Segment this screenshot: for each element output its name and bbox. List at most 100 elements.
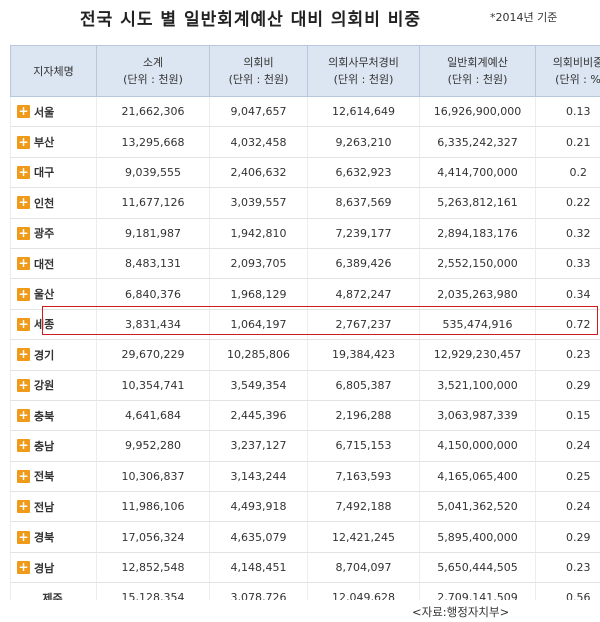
ratio-cell: 0.34 (535, 278, 600, 310)
region-cell[interactable]: + 광주 (10, 218, 97, 249)
subtotal-cell: 10,354,741 (96, 370, 210, 401)
header-unit: (단위 : % (555, 73, 600, 86)
table-row: + 부산 13,295,668 4,032,458 9,263,210 6,335,242… (10, 126, 600, 158)
council-cell: 4,148,451 (209, 552, 308, 584)
region-name: 전남 (34, 500, 55, 514)
ratio-cell: 0.2 (535, 157, 600, 189)
subtotal-cell: 9,952,280 (96, 430, 210, 462)
region-cell[interactable]: + 전북 (10, 461, 97, 493)
secretariat-cell: 7,163,593 (307, 461, 420, 493)
council-cell: 3,549,354 (209, 370, 308, 401)
table-row: + 충남 9,952,280 3,237,127 6,715,153 4,150,000,… (10, 430, 600, 462)
region-cell[interactable]: + 인천 (10, 187, 97, 219)
plus-icon[interactable]: + (17, 529, 30, 544)
subtotal-cell: 11,986,106 (96, 491, 210, 523)
region-name: 충남 (34, 439, 55, 453)
plus-icon[interactable]: + (17, 347, 30, 362)
region-cell[interactable]: + 강원 (10, 370, 97, 401)
budget-table-container: 지자체명 소계 (단위 : 천원) 의회비 (단위 : 천원) 의회사무처경비 … (10, 45, 600, 600)
region-cell[interactable]: + 대구 (10, 157, 97, 189)
council-cell: 3,237,127 (209, 430, 308, 462)
ratio-cell: 0.25 (535, 461, 600, 493)
plus-icon[interactable]: + (17, 316, 30, 331)
header-unit: (단위 : 천원) (228, 73, 289, 86)
table-row: + 충북 4,641,684 2,445,396 2,196,288 3,063,987,… (10, 400, 600, 432)
region-cell[interactable]: + 경기 (10, 339, 97, 371)
table-row: + 강원 10,354,741 3,549,354 6,805,387 3,521,100… (10, 370, 600, 401)
plus-icon[interactable]: + (17, 134, 30, 149)
plus-icon[interactable]: + (17, 468, 30, 483)
region-cell[interactable]: + 경남 (10, 552, 97, 584)
header-label: 의회비 (243, 56, 274, 69)
subtotal-cell: 17,056,324 (96, 521, 210, 553)
subtotal-cell: 6,840,376 (96, 278, 210, 310)
header-budget: 일반회계예산 (단위 : 천원) (419, 45, 536, 97)
plus-icon[interactable]: + (17, 195, 30, 210)
ratio-cell: 0.23 (535, 339, 600, 371)
secretariat-cell: 2,196,288 (307, 400, 420, 432)
header-unit: (단위 : 천원) (447, 73, 508, 86)
header-unit: (단위 : 천원) (333, 73, 394, 86)
region-name: 인천 (34, 196, 55, 210)
secretariat-cell: 19,384,423 (307, 339, 420, 371)
plus-icon[interactable]: + (17, 408, 30, 423)
region-name: 경북 (34, 531, 55, 545)
subtotal-cell: 21,662,306 (96, 96, 210, 128)
secretariat-cell: 12,049,628 (307, 582, 420, 600)
subtotal-cell: 4,641,684 (96, 400, 210, 432)
budget-cell: 5,263,812,161 (419, 187, 536, 219)
plus-icon[interactable]: + (17, 104, 30, 119)
region-name: 대구 (34, 166, 55, 180)
ratio-cell: 0.32 (535, 218, 600, 249)
budget-cell: 2,894,183,176 (419, 218, 536, 249)
plus-icon[interactable]: + (17, 225, 30, 240)
subtotal-cell: 15,128,354 (96, 582, 210, 600)
table-row: + 경남 12,852,548 4,148,451 8,704,097 5,650,444… (10, 552, 600, 584)
title-row: 전국 시도 별 일반회계예산 대비 의회비 비중 *2014년 기준 (0, 0, 600, 40)
region-cell[interactable]: + 울산 (10, 278, 97, 310)
region-name: 부산 (34, 136, 55, 150)
council-cell: 3,039,557 (209, 187, 308, 219)
plus-icon[interactable]: + (17, 499, 30, 514)
subtotal-cell: 29,670,229 (96, 339, 210, 371)
council-cell: 3,143,244 (209, 461, 308, 493)
secretariat-cell: 8,637,569 (307, 187, 420, 219)
region-name: 대전 (34, 257, 55, 271)
region-cell[interactable]: + 서울 (10, 96, 97, 128)
region-name: 울산 (34, 288, 55, 302)
budget-cell: 5,650,444,505 (419, 552, 536, 584)
region-cell[interactable]: + 경북 (10, 521, 97, 553)
plus-icon[interactable]: + (17, 560, 30, 575)
table-row: + 대전 8,483,131 2,093,705 6,389,426 2,552,150,… (10, 248, 600, 280)
budget-cell: 6,335,242,327 (419, 126, 536, 158)
region-name: 광주 (34, 227, 55, 241)
plus-icon[interactable]: + (17, 256, 30, 271)
budget-cell: 4,165,065,400 (419, 461, 536, 493)
region-cell[interactable]: + 전남 (10, 491, 97, 523)
ratio-cell: 0.22 (535, 187, 600, 219)
region-name: 경남 (34, 561, 55, 575)
table-row: + 세종 3,831,434 1,064,197 2,767,237 535,474,91… (10, 309, 600, 341)
plus-icon[interactable]: + (17, 377, 30, 392)
secretariat-cell: 6,715,153 (307, 430, 420, 462)
plus-icon[interactable]: + (17, 164, 30, 179)
budget-cell: 2,552,150,000 (419, 248, 536, 280)
table-row: + 전북 10,306,837 3,143,244 7,163,593 4,165,065… (10, 461, 600, 493)
budget-cell: 4,150,000,000 (419, 430, 536, 462)
ratio-cell: 0.33 (535, 248, 600, 280)
ratio-cell: 0.13 (535, 96, 600, 128)
council-cell: 3,078,726 (209, 582, 308, 600)
region-name: 제주 (42, 591, 63, 600)
secretariat-cell: 9,263,210 (307, 126, 420, 158)
council-cell: 2,093,705 (209, 248, 308, 280)
region-cell[interactable]: + 부산 (10, 126, 97, 158)
plus-icon[interactable]: + (17, 286, 30, 301)
header-label: 지자체명 (33, 64, 74, 78)
source-note: <자료:행정자치부> (412, 605, 510, 619)
region-cell[interactable]: + 대전 (10, 248, 97, 280)
region-cell[interactable]: + 충남 (10, 430, 97, 462)
ratio-cell: 0.21 (535, 126, 600, 158)
ratio-cell: 0.24 (535, 430, 600, 462)
plus-icon[interactable]: + (17, 438, 30, 453)
region-cell[interactable]: + 충북 (10, 400, 97, 432)
